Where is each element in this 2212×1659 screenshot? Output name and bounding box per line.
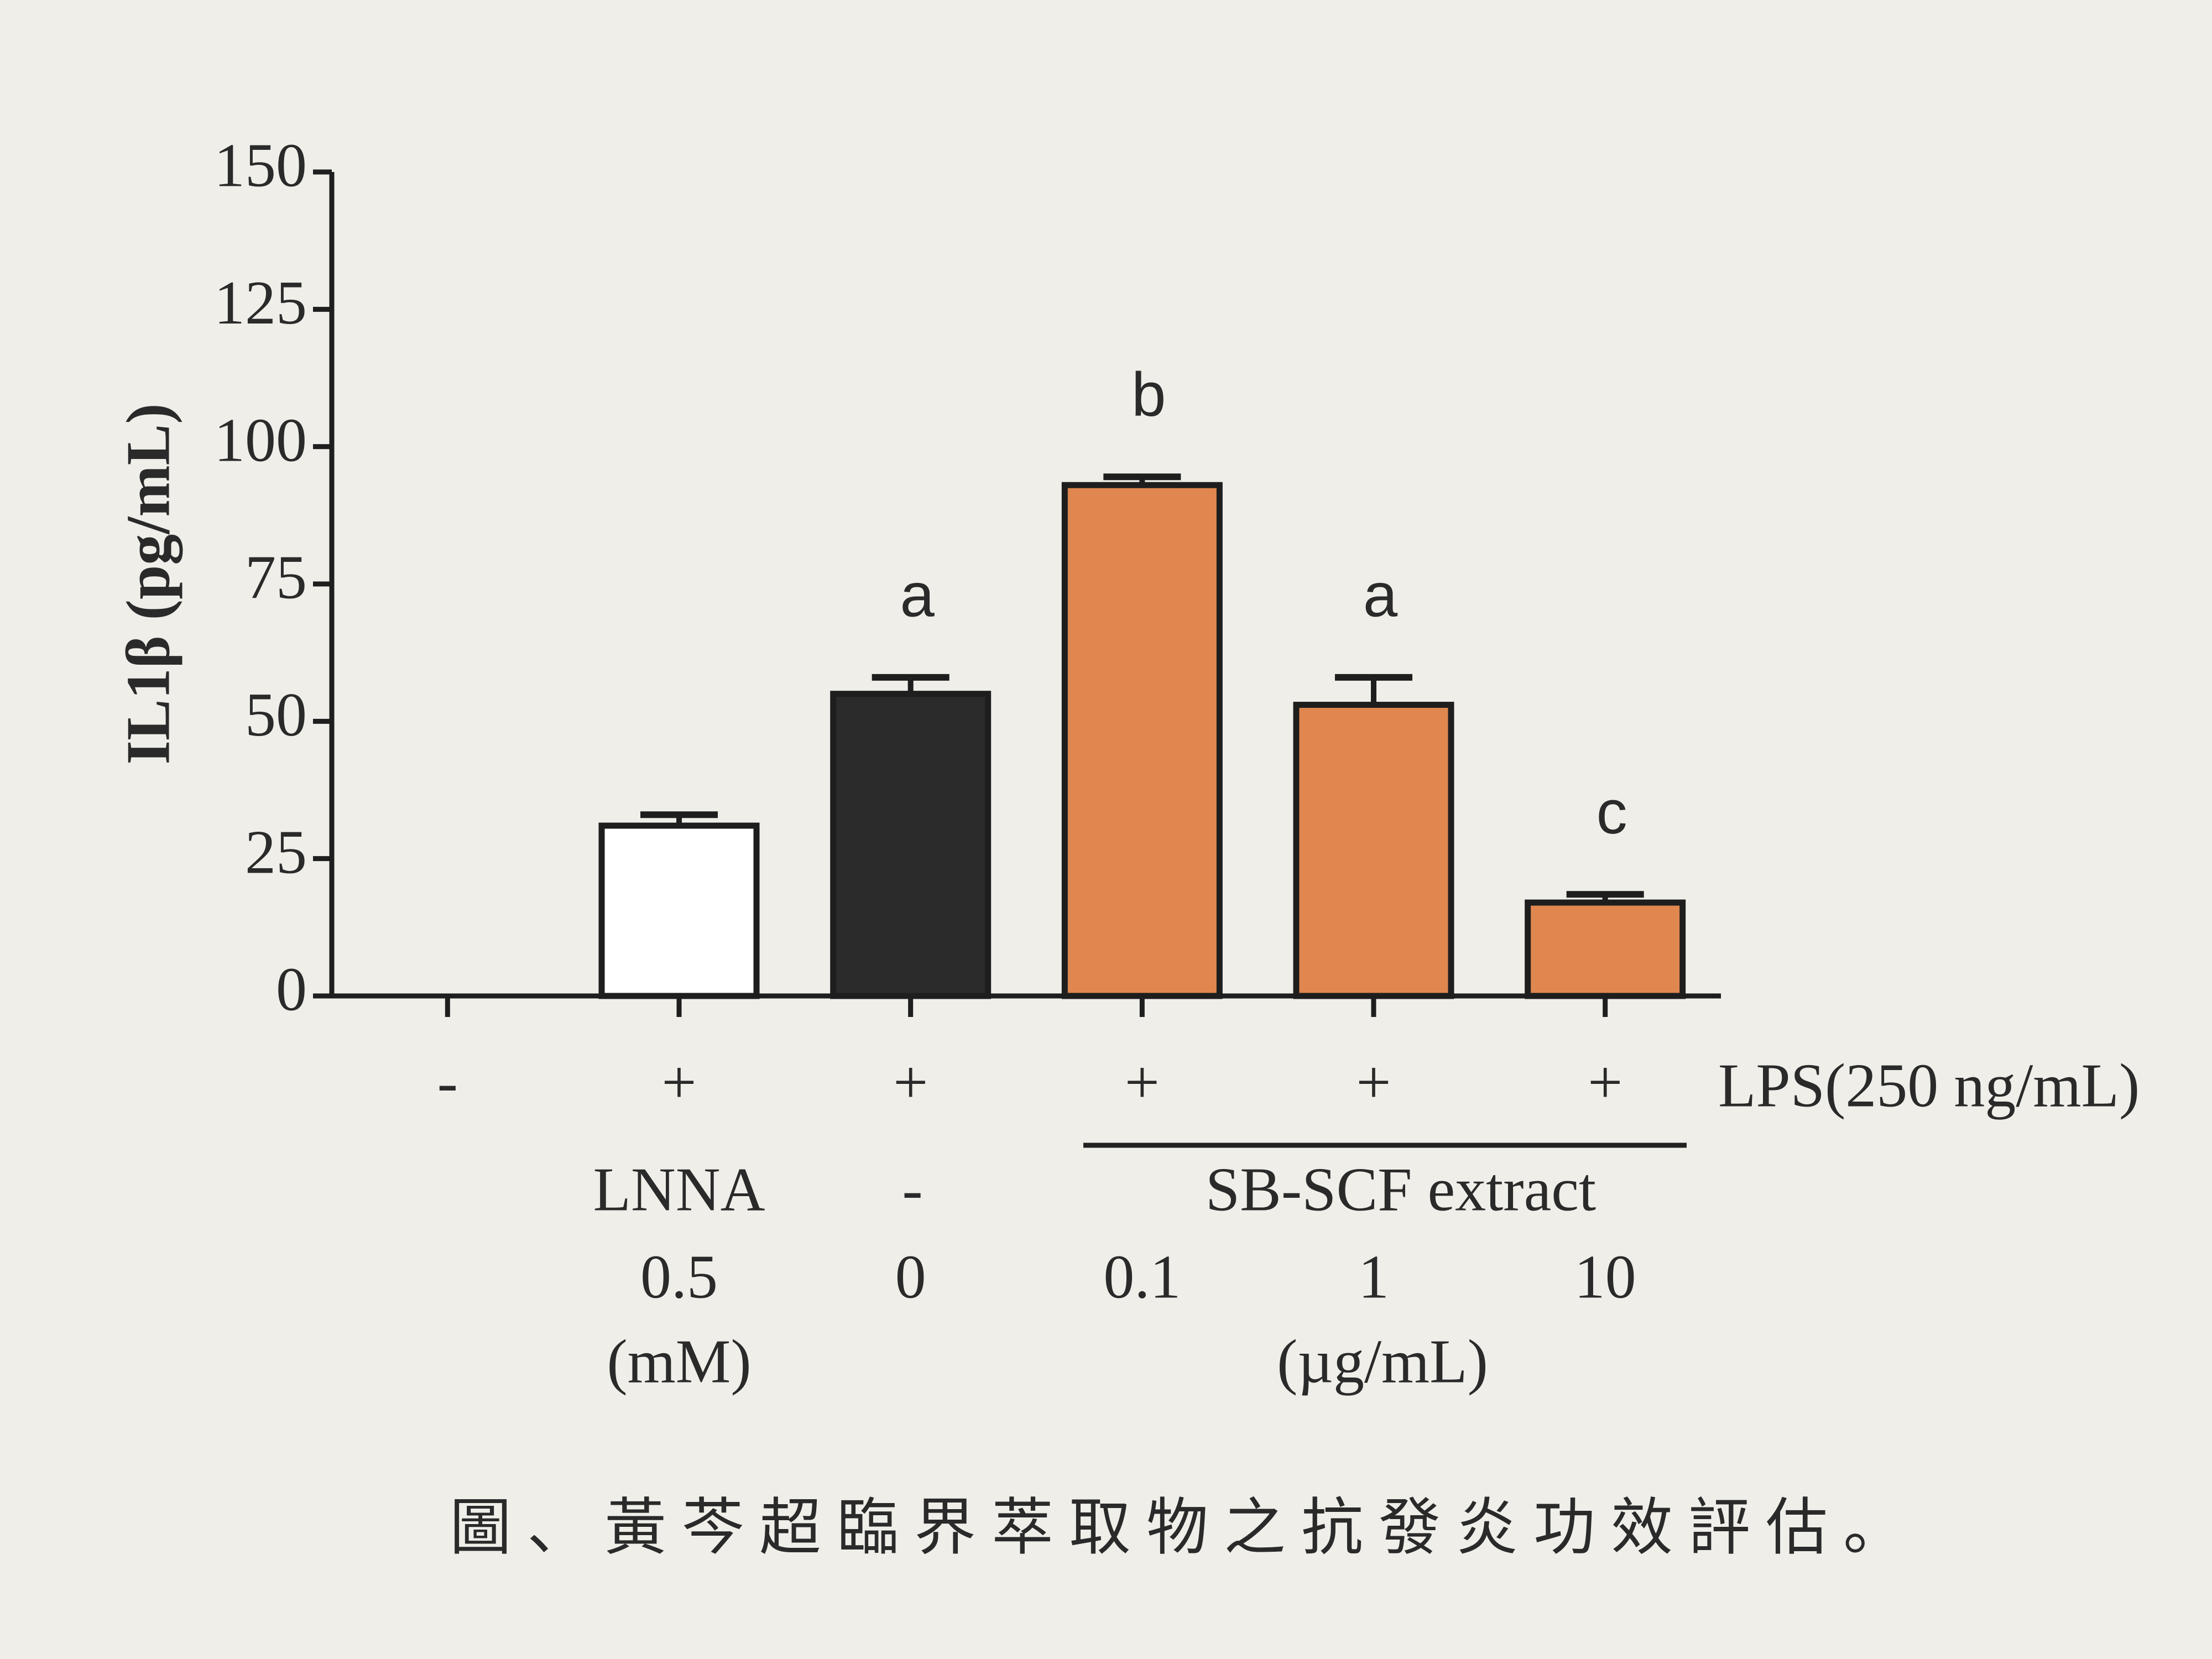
significance-letter: a	[1363, 560, 1398, 629]
significance-letter: a	[900, 560, 935, 629]
lps-sign: +	[1588, 1048, 1623, 1117]
lps-sign: +	[893, 1048, 928, 1117]
lps-sign: -	[437, 1048, 458, 1117]
bar	[830, 691, 992, 999]
lnna-label: LNNA	[593, 1156, 765, 1224]
lps-sign: +	[661, 1048, 696, 1117]
y-tick-label: 50	[245, 681, 307, 749]
y-tick-label: 25	[245, 818, 307, 886]
bar	[598, 822, 760, 999]
dose-label: 0.1	[1103, 1243, 1181, 1312]
extract-unit: (µg/mL)	[1277, 1328, 1488, 1396]
caption: 圖、黃芩超臨界萃取物之抗發炎功效評估。	[450, 1494, 1921, 1563]
extract-label: SB-SCF extract	[1206, 1156, 1596, 1224]
lps-label: LPS(250 ng/mL)	[1718, 1052, 2140, 1120]
y-tick-label: 100	[214, 406, 307, 474]
bar	[1061, 482, 1223, 999]
y-tick-label: 75	[245, 544, 307, 612]
significance-letter: b	[1131, 360, 1166, 429]
y-axis-label: IL1β (pg/mL)	[114, 403, 183, 764]
dose-label: 0.5	[640, 1243, 718, 1312]
significance-letter: c	[1597, 778, 1627, 847]
lnna-unit: (mM)	[607, 1328, 751, 1396]
control-sign: -	[902, 1156, 922, 1224]
y-tick-label: 0	[276, 956, 307, 1024]
dose-label: 0	[895, 1243, 926, 1312]
lps-sign: +	[1125, 1048, 1160, 1117]
bar	[1525, 899, 1686, 999]
lps-sign: +	[1356, 1048, 1391, 1117]
y-tick-label: 125	[214, 269, 307, 337]
dose-label: 10	[1574, 1243, 1636, 1312]
dose-label: 1	[1358, 1243, 1389, 1312]
bar	[1293, 702, 1454, 999]
y-tick-label: 150	[214, 132, 307, 200]
